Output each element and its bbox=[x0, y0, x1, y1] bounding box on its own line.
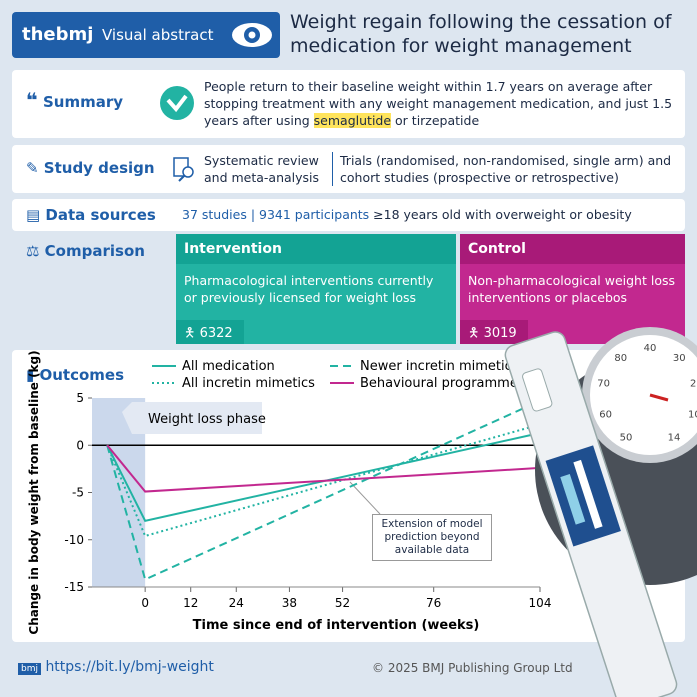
legend-label: Newer incretin mimetics bbox=[360, 359, 519, 374]
phase-label-box bbox=[122, 402, 262, 434]
intervention-title: Intervention bbox=[176, 234, 456, 264]
population: ≥18 years old with overweight or obesity bbox=[373, 207, 632, 222]
intervention-box: Intervention Pharmacological interventio… bbox=[176, 234, 456, 344]
highlight: semaglutide bbox=[313, 113, 392, 128]
y-tick-label: -10 bbox=[64, 533, 84, 547]
comparison-label: ⚖ Comparison bbox=[26, 242, 145, 260]
search-icon bbox=[173, 157, 194, 182]
dial-number: 14 bbox=[668, 433, 681, 444]
annotation: Extension of model prediction beyond ava… bbox=[372, 514, 492, 561]
count: 3019 bbox=[483, 326, 517, 341]
label: Summary bbox=[42, 93, 124, 111]
label: Outcomes bbox=[39, 366, 125, 384]
studies: 37 studies bbox=[182, 207, 247, 222]
series-line bbox=[106, 431, 541, 522]
x-tick-label: 104 bbox=[529, 596, 552, 610]
x-tick-label: 76 bbox=[426, 596, 441, 610]
annotation-leader bbox=[349, 481, 381, 515]
y-tick-label: 5 bbox=[76, 391, 84, 405]
y-axis-label: Change in body weight from baseline (kg) bbox=[27, 350, 41, 634]
participants: 9341 participants bbox=[259, 207, 370, 222]
series-line bbox=[106, 423, 541, 538]
control-title: Control bbox=[460, 234, 685, 264]
x-tick-label: 24 bbox=[229, 596, 244, 610]
dial-number: 30 bbox=[673, 353, 686, 364]
legend-label: Behavioural programmes bbox=[360, 376, 525, 391]
y-tick-label: -15 bbox=[64, 580, 84, 594]
title: Weight regain following the cessation of… bbox=[290, 11, 672, 57]
design-panel bbox=[12, 145, 685, 193]
dial-number: 10 bbox=[688, 409, 697, 420]
design-right: Trials (randomised, non-randomised, sing… bbox=[340, 153, 672, 185]
control-box: Control Non-pharmacological weight loss … bbox=[460, 234, 685, 344]
text: People return to their baseline weight w… bbox=[204, 79, 673, 128]
x-tick-label: 12 bbox=[183, 596, 198, 610]
y-tick-label: -5 bbox=[72, 486, 84, 500]
eye-icon bbox=[232, 23, 272, 47]
x-axis-label: Time since end of intervention (weeks) bbox=[193, 618, 480, 633]
intervention-text: Pharmacological interventions currently … bbox=[184, 273, 434, 305]
sources-panel bbox=[12, 199, 685, 231]
label: Comparison bbox=[44, 242, 145, 260]
dial-number: 20 bbox=[690, 379, 697, 390]
brand-box: thebmj Visual abstract bbox=[12, 12, 280, 58]
label: Data sources bbox=[45, 206, 156, 224]
check-icon bbox=[160, 86, 194, 120]
link[interactable]: bmj https://bit.ly/bmj-weight bbox=[18, 659, 214, 675]
design-left: Systematic review and meta-analysis bbox=[204, 153, 320, 185]
design-label: ✎ Study design bbox=[26, 159, 155, 177]
x-tick-label: 0 bbox=[141, 596, 149, 610]
divider bbox=[332, 152, 333, 186]
brand-label: Visual abstract bbox=[102, 26, 214, 44]
pen-and-scale: 50 60 70 80 40 30 20 10 14 bbox=[504, 327, 697, 697]
phase-label: Weight loss phase bbox=[148, 412, 266, 427]
control-text: Non-pharmacological weight loss interven… bbox=[468, 273, 675, 305]
dial-number: 70 bbox=[597, 379, 610, 390]
legend-label: All medication bbox=[182, 359, 275, 374]
sources-text: 37 studies | 9341 participants ≥18 years… bbox=[182, 207, 632, 222]
dial-number: 80 bbox=[614, 353, 627, 364]
summary-label: ❝ Summary bbox=[26, 88, 124, 112]
dial-number: 50 bbox=[620, 433, 633, 444]
dial-number: 40 bbox=[644, 343, 657, 354]
link-text[interactable]: https://bit.ly/bmj-weight bbox=[45, 659, 214, 675]
series-line bbox=[106, 399, 541, 581]
dial-number: 60 bbox=[599, 409, 612, 420]
copyright: © 2025 BMJ Publishing Group Ltd bbox=[372, 661, 573, 675]
outcomes-label: ▮ Outcomes bbox=[26, 366, 125, 384]
control-count: 🯅 3019 bbox=[460, 320, 528, 344]
y-tick-label: 0 bbox=[76, 438, 84, 452]
x-tick-label: 38 bbox=[282, 596, 297, 610]
label: Study design bbox=[43, 159, 155, 177]
text: or tirzepatide bbox=[395, 113, 480, 128]
sources-label: ▤ Data sources bbox=[26, 206, 156, 224]
intervention-count: 🯅 6322 bbox=[176, 320, 244, 344]
legend-label: All incretin mimetics bbox=[182, 376, 315, 391]
brand: thebmj bbox=[22, 24, 94, 45]
summary-text: People return to their baseline weight w… bbox=[204, 78, 682, 129]
series-line bbox=[106, 444, 541, 493]
x-tick-label: 52 bbox=[335, 596, 350, 610]
count: 6322 bbox=[199, 326, 233, 341]
